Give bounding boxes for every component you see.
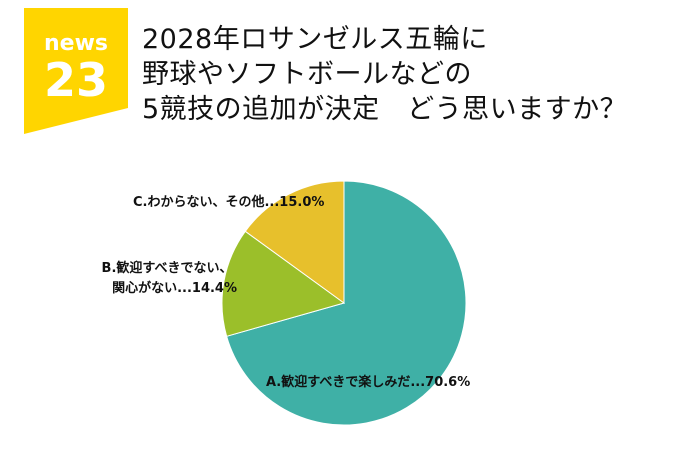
title-line-2: 野球やソフトボールなどの [142,59,472,90]
pie-slices [221,180,467,426]
news23-logo: news 23 [24,8,128,134]
logo-text-23: 23 [44,53,108,107]
label-slice-c-text: C.わからない、その他...15.0% [133,194,324,210]
label-slice-b: B.歓迎すべきでない、 関心がない...14.4% [102,260,237,296]
label-slice-b-line-1: B.歓迎すべきでない、 [102,260,233,276]
label-slice-c: C.わからない、その他...15.0% [133,194,324,210]
label-slice-b-line-2: 関心がない...14.4% [112,280,237,296]
pie-slice-c [244,180,345,304]
logo-badge [24,8,128,134]
logo-text-news: news [44,31,108,56]
pie-slice-b [221,230,346,337]
title-line-3: 5競技の追加が決定 どう思いますか？ [142,94,628,125]
pie-labels: A.歓迎すべきで楽しみだ...70.6% B.歓迎すべきでない、 関心がない..… [102,194,471,390]
title-line-1: 2028年ロサンゼルス五輪に [142,24,488,55]
pie-slice-a [226,180,467,426]
label-slice-a: A.歓迎すべきで楽しみだ...70.6% [266,374,470,390]
label-slice-a-text: A.歓迎すべきで楽しみだ...70.6% [266,374,470,390]
